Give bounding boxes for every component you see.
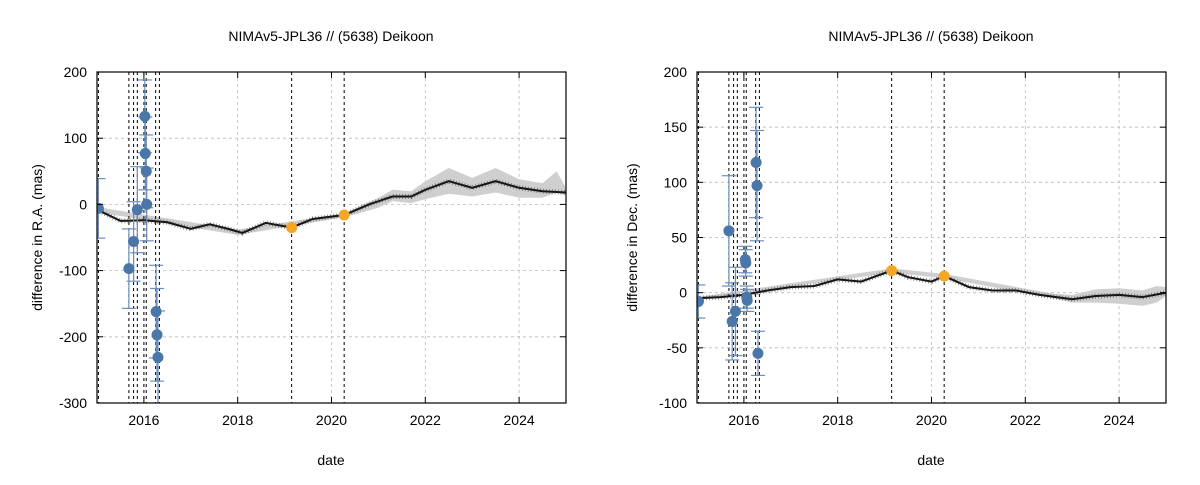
- chart-1-observation-point: [131, 204, 143, 216]
- chart-2-y-tick-label: 100: [664, 174, 688, 190]
- chart-1-y-tick-label: -200: [59, 329, 87, 345]
- chart-1-observation-point: [150, 306, 162, 318]
- chart-2-y-tick-label: 150: [664, 119, 688, 135]
- chart-1-observation-point: [140, 165, 152, 177]
- chart-1-plot-area: [97, 72, 566, 403]
- chart-1-y-tick-label: 200: [64, 64, 88, 80]
- chart-2-highlighted-point: [938, 270, 950, 282]
- chart-1-observation-point: [152, 351, 164, 363]
- chart-1-x-tick-label: 2016: [128, 412, 159, 428]
- chart-1-model-line: [97, 180, 566, 234]
- chart-1-y-tick-label: -300: [59, 395, 87, 411]
- chart-2-model-line: [697, 269, 1166, 301]
- chart-2-x-tick-label: 2020: [916, 412, 947, 428]
- chart-1-y-tick-label: -100: [59, 263, 87, 279]
- chart-1-y-tick-label: 0: [79, 196, 87, 212]
- chart-2-y-tick-label: 50: [671, 230, 687, 246]
- chart-1-observation-point: [139, 147, 151, 159]
- chart-2-y-tick-label: 0: [679, 285, 687, 301]
- chart-2-y-tick-label: -100: [659, 395, 687, 411]
- chart-1-observation-point: [97, 202, 104, 214]
- chart-2-y-tick-label: -50: [667, 340, 687, 356]
- chart-1-observation-point: [151, 329, 163, 341]
- chart-1-observation-point: [139, 110, 151, 122]
- chart-1-uncertainty-band: [97, 168, 566, 235]
- chart-2: -100 -50 0 50 100 150 200 2016 2018 2020 2022 2024 N…: [624, 28, 1167, 468]
- chart-2-observation-point: [740, 257, 752, 269]
- chart-2-observation-point: [697, 295, 704, 307]
- chart-2-observation-point: [751, 180, 763, 192]
- chart-2-x-tick-label: 2018: [822, 412, 853, 428]
- chart-2-observation-point: [752, 347, 764, 359]
- chart-1-observation-point: [123, 263, 135, 275]
- chart-2-y-axis-label: difference in Dec. (mas): [624, 163, 640, 311]
- chart-1-observation-point: [128, 235, 140, 247]
- chart-1-observation-point: [141, 198, 153, 210]
- chart-1-title: NIMAv5-JPL36 // (5638) Deikoon: [228, 28, 433, 44]
- chart-2-observation-point: [729, 305, 741, 317]
- chart-1-x-tick-label: 2024: [504, 412, 535, 428]
- chart-2-observation-point: [723, 225, 735, 237]
- chart-1-highlighted-point: [338, 209, 350, 221]
- chart-1: -300 -200 -100 0 100 200 2016 2018 2020 2022 2024 N…: [29, 28, 567, 468]
- chart-2-observation-point: [726, 315, 738, 327]
- chart-1-y-axis-label: difference in R.A. (mas): [29, 164, 45, 311]
- chart-1-x-tick-label: 2020: [316, 412, 347, 428]
- chart-1-highlighted-point: [286, 222, 298, 234]
- chart-2-title: NIMAv5-JPL36 // (5638) Deikoon: [828, 28, 1033, 44]
- chart-2-plot-area: [697, 72, 1166, 403]
- chart-1-x-tick-label: 2022: [410, 412, 441, 428]
- chart-2-highlighted-point: [886, 265, 898, 277]
- chart-2-x-tick-label: 2024: [1104, 412, 1135, 428]
- chart-2-x-axis-label: date: [917, 452, 944, 468]
- chart-2-y-tick-label: 200: [664, 64, 688, 80]
- chart-1-x-axis-label: date: [317, 452, 344, 468]
- chart-2-observation-point: [750, 156, 762, 168]
- chart-2-x-tick-label: 2022: [1010, 412, 1041, 428]
- chart-2-x-tick-label: 2016: [728, 412, 759, 428]
- chart-1-y-tick-label: 100: [64, 130, 88, 146]
- chart-2-observation-point: [741, 294, 753, 306]
- chart-1-x-tick-label: 2018: [222, 412, 253, 428]
